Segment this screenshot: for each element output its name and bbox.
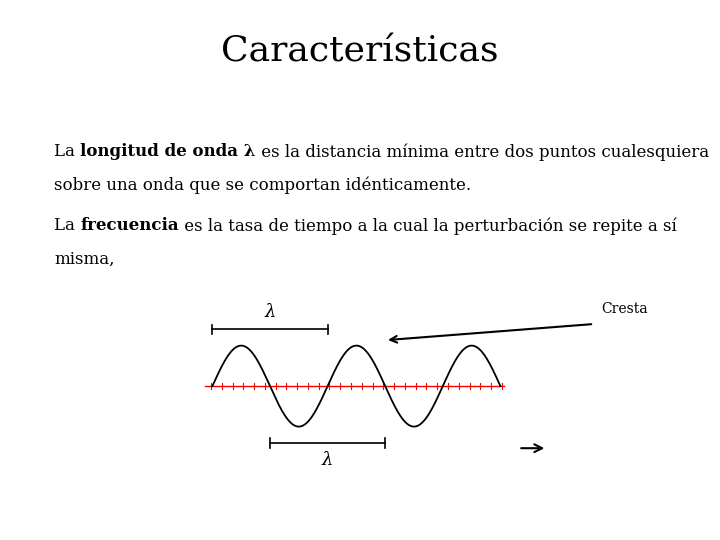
Text: frecuencia: frecuencia (80, 217, 179, 234)
Text: La: La (54, 143, 80, 160)
Text: λ: λ (322, 451, 333, 469)
Text: Características: Características (221, 35, 499, 68)
Text: Cresta: Cresta (601, 302, 648, 316)
Text: misma,: misma, (54, 251, 114, 267)
Text: La: La (54, 217, 80, 234)
Text: sobre una onda que se comportan idénticamente.: sobre una onda que se comportan idéntica… (54, 177, 471, 194)
Text: es la tasa de tiempo a la cual la perturbación se repite a sí: es la tasa de tiempo a la cual la pertur… (179, 217, 677, 234)
Text: λ: λ (264, 303, 276, 321)
Text: longitud de onda λ: longitud de onda λ (80, 143, 256, 160)
Text: es la distancia mínima entre dos puntos cualesquiera: es la distancia mínima entre dos puntos … (256, 143, 708, 160)
